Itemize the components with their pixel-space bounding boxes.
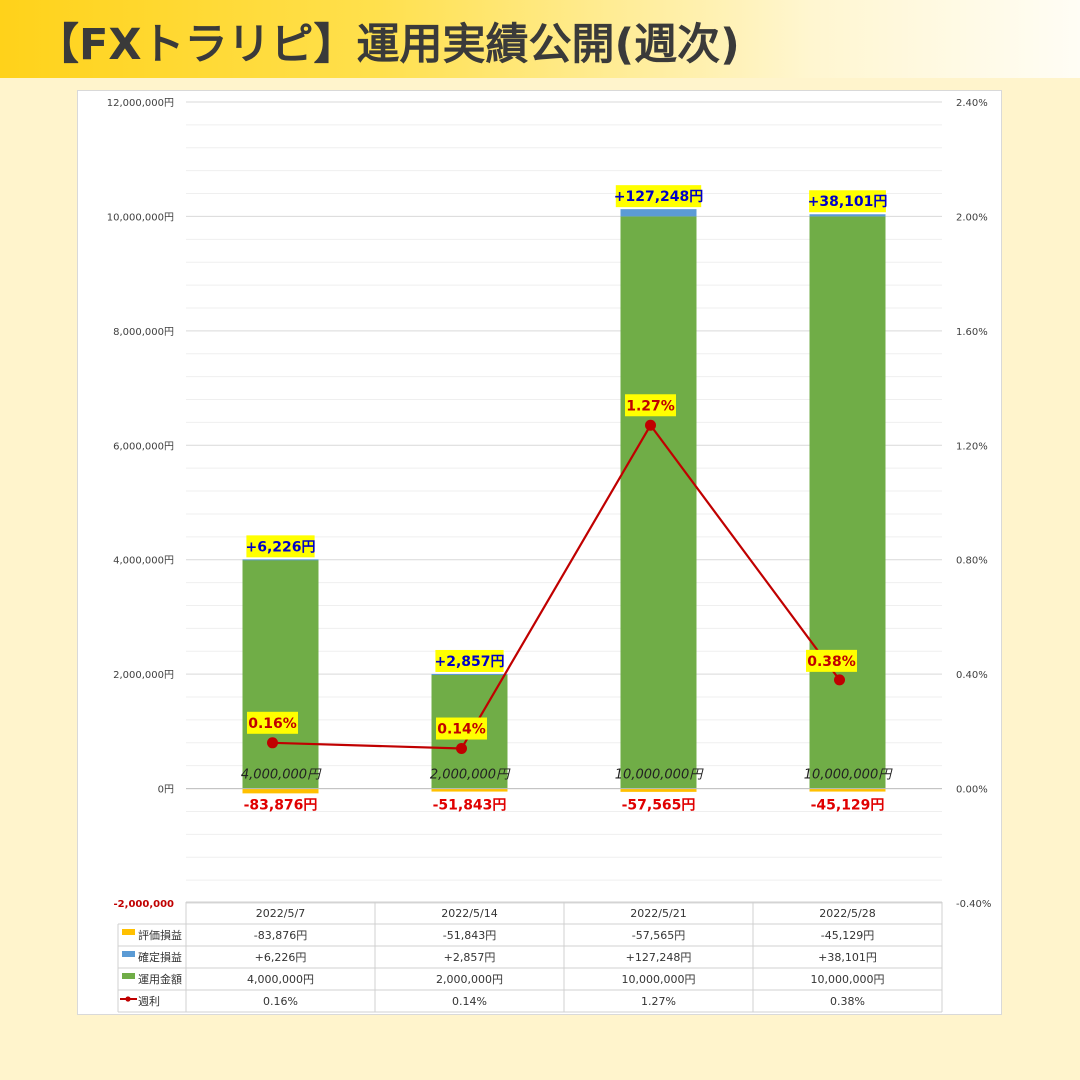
y-left-tick-label: 4,000,000円 [113,556,174,567]
profit-data-label: +38,101円 [808,194,888,210]
table-legend-label: 確定損益 [138,950,182,964]
table-header-date: 2022/5/14 [441,907,497,920]
table-cell: -83,876円 [254,929,307,942]
y-left-tick-label: 12,000,000円 [107,98,174,109]
table-cell: 0.14% [452,995,487,1008]
table-cell: 4,000,000円 [247,973,314,986]
table-legend-label: 評価損益 [138,928,182,942]
profit-bar [242,559,319,561]
eval-data-label: -45,129円 [811,798,885,814]
eval-bar [242,788,319,794]
weekly-rate-data-label-highlight [436,717,487,740]
table-header-date: 2022/5/28 [819,907,875,920]
table-cell: 10,000,000円 [622,973,696,986]
weekly-rate-data-label: 1.27% [626,398,675,414]
table-cell: 1.27% [641,995,676,1008]
eval-bar [431,788,508,792]
profit-data-label: +6,226円 [245,539,315,555]
weekly-rate-point [456,743,467,755]
profit-bar [809,214,886,217]
y-right-tick-label: 0.00% [956,785,988,796]
table-cell: 2,000,000円 [436,973,503,986]
amount-data-label: 10,000,000円 [615,768,704,783]
amount-bar [809,216,886,789]
weekly-rate-data-label: 0.14% [437,722,486,738]
profit-data-label-highlight [809,190,886,213]
amount-data-label: 2,000,000円 [430,768,511,783]
eval-bar [809,788,886,792]
weekly-rate-data-label: 0.38% [807,654,856,670]
amount-bar [242,559,319,789]
table-header-date: 2022/5/7 [256,907,305,920]
y-right-tick-label: 0.40% [956,670,988,681]
page-title: 【FXトラリピ】運用実績公開(週次) [36,20,740,70]
y-right-tick-label: 2.40% [956,98,988,109]
eval-data-label: -83,876円 [244,798,318,814]
y-right-tick-label: 1.20% [956,441,988,452]
table-cell: -45,129円 [821,929,874,942]
table-cell: +2,857円 [444,951,496,964]
table-legend-swatch [122,929,135,935]
table-cell: -51,843円 [443,929,496,942]
eval-data-label: -51,843円 [433,798,507,814]
profit-bar [431,673,508,675]
y-right-tick-label: 2.00% [956,212,988,223]
weekly-rate-data-label-highlight [625,394,676,417]
amount-data-label: 10,000,000円 [804,768,893,783]
table-cell: -57,565円 [632,929,685,942]
table-cell: 0.16% [263,995,298,1008]
header-band [0,0,1080,78]
table-cell: +127,248円 [626,951,692,964]
profit-data-label-highlight [615,185,702,208]
y-left-tick-label: 2,000,000円 [113,670,174,681]
y-right-tick-label: 0.80% [956,556,988,567]
amount-bar [620,216,697,789]
table-header-date: 2022/5/21 [630,907,686,920]
y-left-tick-label: -2,000,000 [114,899,174,910]
eval-bar [620,788,697,792]
table-legend-label: 運用金額 [138,972,182,986]
weekly-rate-data-label-highlight [247,711,298,734]
y-right-tick-label: 1.60% [956,327,988,338]
table-legend-label: 週利 [138,995,160,1008]
weekly-rate-data-label-highlight [806,649,857,672]
y-left-tick-label: 10,000,000円 [107,212,174,223]
eval-data-label: -57,565円 [622,798,696,814]
weekly-performance-chart: 12,000,000円 10,000,000円 8,000,000円 6,000,00… [107,98,991,1013]
table-legend-swatch [122,951,135,957]
y-right-tick-label: -0.40% [956,899,991,910]
y-left-tick-label: 8,000,000円 [113,327,174,338]
weekly-rate-data-label: 0.16% [248,716,297,732]
y-left-tick-label: 6,000,000円 [113,441,174,452]
table-legend-swatch [122,973,135,979]
profit-data-label: +2,857円 [434,654,504,670]
weekly-rate-point [834,674,845,686]
chart-panel: 12,000,000円 10,000,000円 8,000,000円 6,000,00… [77,90,1002,1015]
table-legend-marker [125,996,131,1002]
amount-data-label: 4,000,000円 [241,768,322,783]
profit-data-label-highlight [246,535,315,558]
profit-data-label-highlight [435,649,504,672]
table-cell: 10,000,000円 [811,973,885,986]
table-cell: +38,101円 [818,951,877,964]
profit-bar [620,209,697,217]
profit-data-label: +127,248円 [614,189,704,205]
weekly-rate-point [267,737,278,749]
weekly-rate-line [272,423,841,750]
table-cell: +6,226円 [255,951,307,964]
y-left-tick-label: 0円 [158,785,174,796]
table-cell: 0.38% [830,995,865,1008]
weekly-rate-point [645,419,656,431]
